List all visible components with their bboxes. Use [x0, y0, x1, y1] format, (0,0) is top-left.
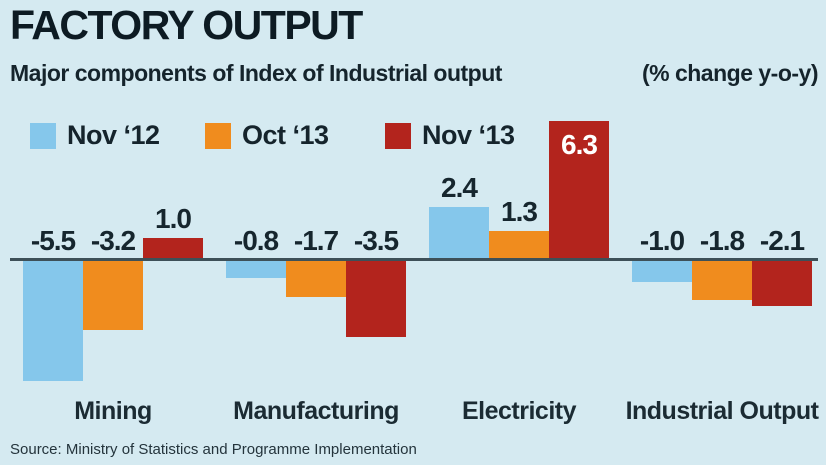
- value-label-manufacturing-nov-13: -3.5: [353, 225, 399, 256]
- bar-manufacturing-nov-12: [226, 260, 286, 278]
- value-label-industrial-output-nov-12: -1.0: [639, 225, 685, 256]
- value-label-electricity-nov-12: 2.4: [441, 172, 478, 203]
- legend-item-nov-12: Nov ‘12: [30, 122, 160, 149]
- legend-item-oct-13: Oct ‘13: [205, 122, 329, 149]
- value-label-manufacturing-oct-13: -1.7: [293, 225, 339, 256]
- bar-electricity-oct-13: [489, 231, 549, 260]
- value-label-mining-nov-13: 1.0: [155, 203, 192, 234]
- legend-label: Nov ‘13: [422, 120, 515, 150]
- value-label-manufacturing-nov-12: -0.8: [233, 225, 279, 256]
- subtitle-row: Major components of Index of Industrial …: [10, 60, 819, 87]
- bar-electricity-nov-13: [549, 121, 609, 260]
- value-label-electricity-nov-13: 6.3: [561, 129, 598, 160]
- zero-axis-line: [10, 258, 818, 261]
- value-label-industrial-output-nov-13: -2.1: [759, 225, 805, 256]
- bar-manufacturing-nov-13: [346, 260, 406, 337]
- value-label-electricity-oct-13: 1.3: [501, 196, 538, 227]
- legend-label: Oct ‘13: [242, 120, 329, 150]
- legend-item-nov-13: Nov ‘13: [385, 122, 515, 149]
- legend-swatch-icon: [205, 122, 231, 149]
- category-label-industrial-output: Industrial Output: [625, 397, 819, 425]
- bar-mining-oct-13: [83, 260, 143, 330]
- bar-mining-nov-12: [23, 260, 83, 381]
- bar-industrial-output-oct-13: [692, 260, 752, 300]
- bar-industrial-output-nov-12: [632, 260, 692, 282]
- legend-swatch-icon: [385, 122, 411, 149]
- bar-electricity-nov-12: [429, 207, 489, 260]
- source-note: Source: Ministry of Statistics and Progr…: [10, 441, 417, 458]
- bar-industrial-output-nov-13: [752, 260, 812, 306]
- category-label-electricity: Electricity: [461, 397, 577, 425]
- category-label-manufacturing: Manufacturing: [233, 397, 399, 425]
- legend-label: Nov ‘12: [67, 120, 160, 150]
- bar-mining-nov-13: [143, 238, 203, 260]
- bar-manufacturing-oct-13: [286, 260, 346, 297]
- chart-title: FACTORY OUTPUT: [10, 2, 363, 48]
- value-label-mining-nov-12: -5.5: [30, 225, 76, 256]
- unit-note: (% change y-o-y): [641, 60, 819, 86]
- legend-swatch-icon: [30, 122, 56, 149]
- value-label-mining-oct-13: -3.2: [90, 225, 136, 256]
- value-label-industrial-output-oct-13: -1.8: [699, 225, 745, 256]
- chart-subtitle: Major components of Index of Industrial …: [10, 60, 502, 86]
- category-label-mining: Mining: [74, 397, 152, 425]
